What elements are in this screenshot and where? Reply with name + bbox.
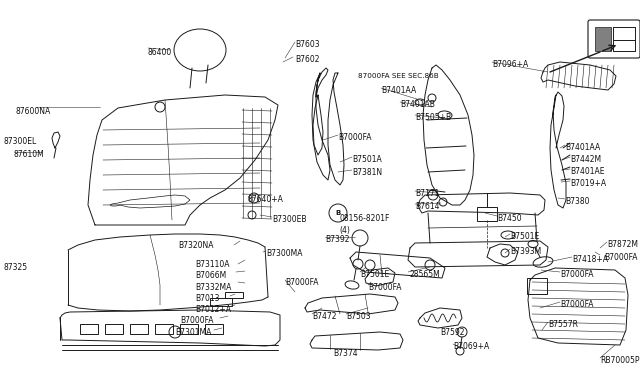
Text: RB70005P: RB70005P	[600, 356, 639, 365]
Text: B7603: B7603	[295, 40, 319, 49]
Text: B7066M: B7066M	[195, 271, 227, 280]
Bar	[130, 324, 148, 334]
Text: B7000FA: B7000FA	[560, 300, 593, 309]
Text: B7472: B7472	[312, 312, 337, 321]
Text: B7401AA: B7401AA	[381, 86, 416, 95]
Text: B7401AA: B7401AA	[565, 143, 600, 152]
Bar	[477, 207, 497, 221]
Text: B: B	[335, 210, 340, 216]
Text: 28565M: 28565M	[410, 270, 441, 279]
Text: 87640+A: 87640+A	[248, 195, 284, 204]
Text: B7096+A: B7096+A	[492, 60, 528, 69]
Text: B7450: B7450	[497, 214, 522, 223]
Text: B7171: B7171	[415, 189, 440, 198]
Text: B7013: B7013	[195, 294, 220, 303]
Text: 87325: 87325	[4, 263, 28, 272]
Text: B7380: B7380	[565, 197, 589, 206]
Text: B7401AB: B7401AB	[400, 100, 435, 109]
Bar	[155, 324, 173, 334]
Text: B7442M: B7442M	[570, 155, 601, 164]
Text: B7381N: B7381N	[352, 168, 382, 177]
Text: B7301MA: B7301MA	[175, 328, 211, 337]
Bar	[225, 292, 243, 298]
Bar	[205, 324, 223, 334]
Text: B7872M: B7872M	[607, 240, 638, 249]
Text: B7000FA: B7000FA	[368, 283, 401, 292]
Text: B7012+A: B7012+A	[195, 305, 231, 314]
Text: B7300MA: B7300MA	[266, 249, 303, 258]
Text: 08156-8201F: 08156-8201F	[339, 214, 389, 223]
Bar	[210, 298, 232, 306]
Text: B7374: B7374	[333, 349, 358, 358]
Text: 86400: 86400	[148, 48, 172, 57]
Text: (4): (4)	[339, 226, 350, 235]
Text: B7000FA: B7000FA	[604, 253, 637, 262]
Text: B7069+A: B7069+A	[453, 342, 489, 351]
Bar	[80, 324, 98, 334]
Text: B7602: B7602	[295, 55, 319, 64]
Text: B7332MA: B7332MA	[195, 283, 232, 292]
Text: B7392: B7392	[325, 235, 349, 244]
Text: B7019+A: B7019+A	[570, 179, 606, 188]
Circle shape	[329, 204, 347, 222]
Text: B7501E: B7501E	[360, 270, 389, 279]
Bar	[105, 324, 123, 334]
Text: 87000FA SEE SEC.86B: 87000FA SEE SEC.86B	[358, 73, 439, 79]
Text: B7000FA: B7000FA	[180, 316, 214, 325]
Text: B7418+A: B7418+A	[572, 255, 608, 264]
Text: B7401AE: B7401AE	[570, 167, 605, 176]
Text: 87300EL: 87300EL	[4, 137, 37, 146]
Text: B7501A: B7501A	[352, 155, 381, 164]
Bar	[180, 324, 198, 334]
Text: B7300EB: B7300EB	[272, 215, 307, 224]
Text: 87600NA: 87600NA	[16, 107, 51, 116]
Text: B7592: B7592	[440, 328, 465, 337]
Text: B7320NA: B7320NA	[178, 241, 214, 250]
Text: B7501E: B7501E	[510, 232, 540, 241]
Bar	[527, 278, 547, 294]
Text: B7000FA: B7000FA	[560, 270, 593, 279]
Text: B7000FA: B7000FA	[285, 278, 319, 287]
Text: B7000FA: B7000FA	[338, 133, 371, 142]
Bar	[595, 27, 611, 51]
Text: B7393M: B7393M	[510, 247, 541, 256]
Text: 87610M: 87610M	[14, 150, 45, 159]
Text: B7503: B7503	[346, 312, 371, 321]
Text: B7557R: B7557R	[548, 320, 578, 329]
Text: B73110A: B73110A	[195, 260, 230, 269]
Text: B7614: B7614	[415, 202, 440, 211]
Text: B7505+B: B7505+B	[415, 113, 451, 122]
